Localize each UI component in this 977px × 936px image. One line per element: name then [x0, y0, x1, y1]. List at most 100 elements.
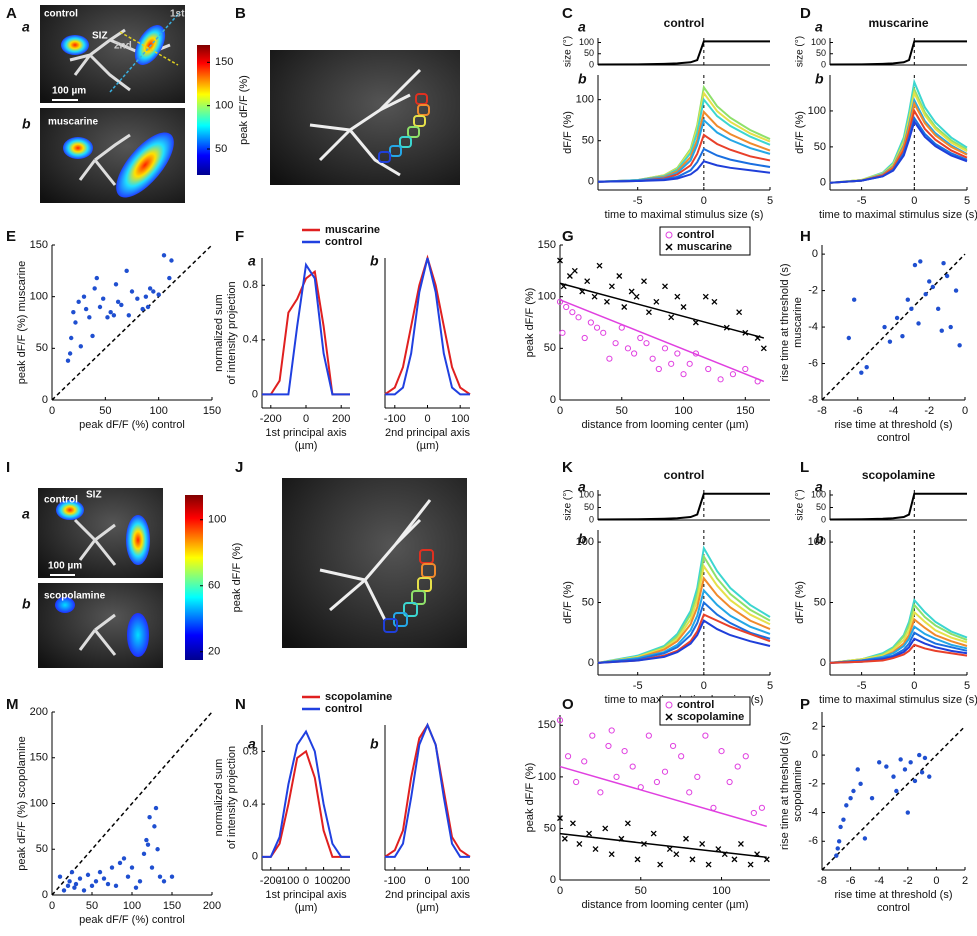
point [634, 856, 641, 863]
x-tick-label: 0 [911, 195, 917, 207]
point [573, 778, 580, 786]
legend-label: muscarine [677, 241, 732, 253]
point [129, 289, 135, 294]
x-tick-label: 0 [557, 405, 563, 417]
point [73, 881, 79, 887]
series-line [262, 729, 350, 858]
axis-label: size (°) [563, 489, 574, 520]
x-tick-label: 50 [635, 885, 647, 897]
legend-swatch [665, 243, 673, 251]
y-tick-label: 50 [582, 135, 594, 147]
image-label: SIZ [92, 31, 108, 42]
sub-letter: a [578, 479, 586, 495]
axis-label: muscarine [792, 297, 804, 348]
y-tick-label: 150 [30, 239, 48, 251]
x-tick-label: -5 [857, 195, 867, 207]
point [571, 267, 578, 274]
legend-swatch [665, 701, 673, 709]
point [734, 763, 741, 770]
legend-box [659, 696, 751, 726]
point [758, 804, 766, 811]
point [673, 851, 680, 858]
response-blob [116, 132, 174, 198]
sub-letter: a [22, 506, 30, 522]
point [608, 851, 615, 858]
point [953, 288, 959, 293]
roi-outlines [378, 93, 430, 163]
series-line [829, 97, 968, 184]
point [147, 815, 152, 820]
panel-letter: H [800, 228, 811, 245]
point [92, 286, 97, 291]
y-tick-label: 50 [215, 143, 227, 155]
y-tick-label: 150 [30, 752, 48, 764]
axis-label: time to maximal stimulus size (s) [819, 209, 977, 221]
point [94, 275, 100, 281]
sub-letter: a [248, 736, 256, 752]
point [834, 853, 839, 858]
axis-label: time to maximal stimulus size (s) [819, 694, 977, 706]
sub-letter: b [370, 736, 379, 752]
point [593, 324, 601, 331]
axis-label: peak dF/F (%) [238, 75, 250, 145]
axis-label: peak dF/F (%) control [79, 914, 185, 926]
point [645, 309, 652, 316]
point [596, 262, 603, 269]
axis-label: normalized sum [213, 759, 225, 837]
axis-label: 1st principal axis [265, 427, 347, 439]
y-tick-label: 150 [538, 239, 556, 251]
point [584, 278, 591, 285]
identity-line [51, 711, 213, 896]
image-label: muscarine [48, 117, 98, 128]
point [603, 298, 610, 305]
panel-letter: D [800, 5, 811, 22]
point [851, 297, 857, 302]
point [882, 324, 887, 330]
x-tick-label: 100 [123, 900, 141, 912]
series-line [829, 492, 967, 521]
point [67, 351, 73, 356]
point [747, 861, 754, 868]
x-tick-label: 0 [962, 405, 968, 417]
x-tick-label: 0 [933, 875, 939, 887]
sub-letter: b [22, 596, 31, 612]
image-label: 100 µm [48, 561, 82, 572]
point [678, 753, 685, 760]
point [909, 306, 914, 312]
x-tick-label: 100 [451, 413, 469, 425]
axis-label: rise time at threshold (s) [779, 732, 791, 850]
sub-letter: a [815, 19, 823, 35]
point [600, 329, 607, 336]
x-tick-label: 50 [616, 405, 628, 417]
x-tick-label: -2 [924, 405, 934, 417]
chart: 0 0.4 0.8 -200 0 200 1st principal axis(µm) nor… [213, 224, 380, 452]
point [944, 273, 950, 279]
y-tick-label: 100 [576, 94, 594, 106]
point [760, 345, 767, 352]
point [855, 767, 860, 772]
point [686, 789, 693, 796]
panel-letter: B [235, 5, 246, 22]
point [156, 292, 161, 297]
y-tick-label: 100 [808, 105, 826, 117]
legend-box [659, 226, 751, 256]
point [559, 329, 566, 336]
series-line [597, 492, 770, 521]
y-tick-label: 100 [576, 536, 594, 548]
point [145, 842, 151, 847]
point [864, 364, 869, 370]
point [77, 876, 83, 881]
point [905, 810, 910, 815]
y-tick-label: 0 [821, 514, 826, 524]
x-tick-label: 0 [911, 680, 917, 692]
point [602, 825, 609, 832]
point [121, 856, 127, 861]
axis-label: 2nd principal axis [385, 427, 470, 439]
x-tick-label: -200 [260, 875, 282, 887]
point [699, 840, 706, 847]
point [157, 874, 163, 879]
y-tick-label: -2 [808, 778, 818, 790]
x-tick-label: 150 [163, 900, 181, 912]
point [705, 861, 712, 868]
x-tick-label: 0 [49, 405, 55, 417]
